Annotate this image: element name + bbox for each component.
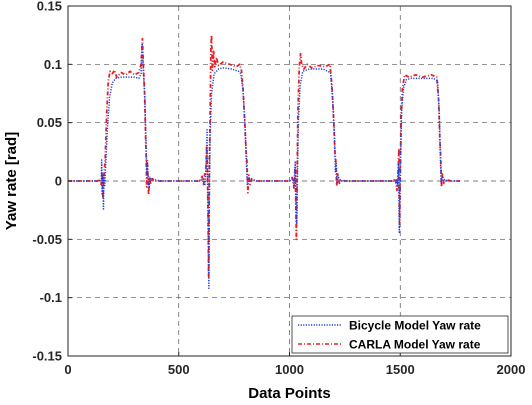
x-tick-label: 2000 [497, 362, 526, 377]
y-tick-label: 0.1 [44, 57, 62, 72]
x-tick-label: 1500 [386, 362, 415, 377]
x-axis-title: Data Points [248, 385, 331, 402]
y-tick-label: 0.15 [37, 0, 62, 14]
series-line-carla [68, 34, 461, 278]
tick-labels: 0 500 1000 1500 2000 -0.15 -0.1 -0.05 0 0.05 0.1 0.… [32, 0, 525, 377]
y-tick-label: -0.1 [40, 290, 62, 305]
y-tick-label: -0.05 [32, 232, 62, 247]
y-tick-label: 0.05 [37, 115, 62, 130]
legend-label-bicycle: Bicycle Model Yaw rate [349, 319, 481, 333]
series-line-bicycle [68, 42, 461, 290]
legend-box [291, 315, 509, 354]
series-layer [68, 34, 461, 290]
y-tick-label: 0 [55, 174, 62, 189]
y-tick-label: -0.15 [32, 349, 62, 364]
legend: Bicycle Model Yaw rate CARLA Model Yaw r… [291, 315, 509, 354]
x-tick-label: 500 [168, 362, 190, 377]
y-axis-title: Yaw rate [rad] [3, 132, 20, 230]
axis-ticks [67, 5, 512, 357]
x-tick-label: 1000 [275, 362, 304, 377]
legend-label-carla: CARLA Model Yaw rate [349, 338, 481, 352]
x-tick-label: 0 [64, 362, 71, 377]
